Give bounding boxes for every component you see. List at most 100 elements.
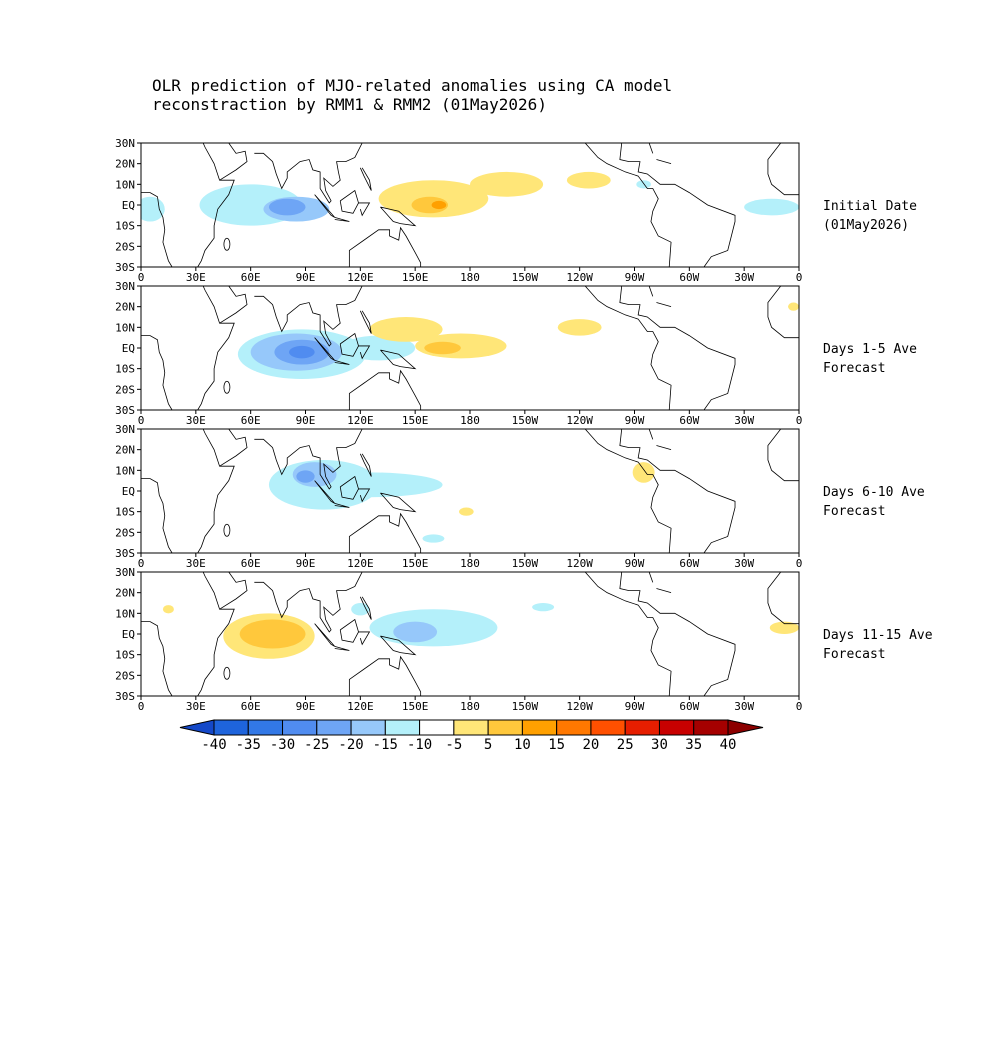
- lon-label: 120E: [347, 271, 374, 284]
- colorbar-label: 30: [651, 737, 668, 753]
- lon-label: 150W: [512, 700, 539, 713]
- coastline: [334, 646, 350, 651]
- lon-label: 30E: [186, 271, 206, 284]
- coastline: [141, 621, 173, 696]
- lon-label: 30W: [734, 271, 754, 284]
- coastline: [223, 523, 231, 537]
- map-panel: [141, 286, 799, 410]
- coastline: [219, 286, 248, 324]
- lat-label: 10S: [115, 649, 135, 662]
- coastline: [656, 302, 672, 308]
- lat-label: 30S: [115, 547, 135, 560]
- anomaly-area: [162, 605, 174, 614]
- coastline: [584, 286, 672, 410]
- coastline: [219, 429, 248, 467]
- lat-label: 20N: [115, 444, 135, 457]
- colorbar-label: 40: [720, 737, 737, 753]
- colorbar-label: -20: [338, 737, 363, 753]
- coastline: [141, 192, 173, 267]
- coastline: [223, 237, 231, 251]
- colorbar-box: [384, 719, 421, 736]
- coastline: [254, 572, 363, 633]
- colorbar-label: -25: [304, 737, 329, 753]
- coastline: [254, 429, 363, 490]
- lon-label: 150W: [512, 557, 539, 570]
- anomaly-area: [296, 470, 315, 483]
- coastline: [348, 512, 422, 553]
- lon-label: 90E: [296, 271, 316, 284]
- coastline: [314, 337, 336, 361]
- colorbar-box: [282, 719, 318, 736]
- coastline: [223, 666, 231, 680]
- anomaly-area: [788, 302, 799, 311]
- coastline: [619, 143, 736, 267]
- lon-label: 120W: [566, 557, 593, 570]
- lat-label: EQ: [122, 628, 135, 641]
- colorbar-label: 5: [484, 737, 492, 753]
- coastline: [348, 369, 422, 410]
- lon-label: 90W: [625, 557, 645, 570]
- panel-label: Initial Date: [823, 199, 917, 214]
- lon-label: 120W: [566, 271, 593, 284]
- lon-label: 30E: [186, 700, 206, 713]
- anomaly-area: [342, 335, 416, 361]
- coastline: [334, 360, 350, 365]
- anomaly-area: [636, 180, 651, 189]
- colorbar-box: [350, 719, 386, 736]
- map-panel: [141, 143, 799, 267]
- coastline: [359, 453, 372, 477]
- coastline: [219, 572, 248, 610]
- coastline: [339, 332, 359, 357]
- panel-label: Forecast: [823, 361, 886, 376]
- colorbar-box: [487, 719, 523, 736]
- title-line: reconstraction by RMM1 & RMM2 (01May2026…: [152, 95, 547, 114]
- colorbar-label: -15: [373, 737, 398, 753]
- lat-label: 30S: [115, 261, 135, 274]
- colorbar-box: [521, 719, 558, 736]
- lon-label: 180: [460, 557, 480, 570]
- coastline: [358, 631, 371, 646]
- coastline: [380, 349, 417, 370]
- coastline: [348, 226, 422, 267]
- lon-label: 0: [138, 414, 145, 427]
- lon-label: 90W: [625, 271, 645, 284]
- lat-label: 10N: [115, 464, 135, 477]
- coastline: [584, 429, 672, 553]
- lat-label: 20S: [115, 240, 135, 253]
- coastline: [619, 572, 736, 696]
- lat-label: 30S: [115, 404, 135, 417]
- coastline: [584, 572, 672, 696]
- coastline: [767, 429, 799, 482]
- lon-label: 90E: [296, 557, 316, 570]
- coastline: [334, 503, 350, 508]
- panel-label: (01May2026): [823, 218, 909, 233]
- lon-label: 150E: [402, 557, 429, 570]
- colorbar-box: [693, 719, 729, 736]
- lat-label: 30N: [115, 423, 135, 436]
- lon-label: 60E: [241, 700, 261, 713]
- anomaly-area: [769, 621, 799, 634]
- lon-label: 120W: [566, 414, 593, 427]
- colorbar-box: [419, 719, 455, 736]
- panel-label: Days 6-10 Ave: [823, 485, 925, 500]
- lon-label: 0: [138, 700, 145, 713]
- lon-label: 150W: [512, 271, 539, 284]
- lon-label: 30W: [734, 557, 754, 570]
- coastline: [358, 345, 371, 360]
- lat-label: EQ: [122, 342, 135, 355]
- anomaly-area: [141, 196, 165, 222]
- lon-label: 60W: [679, 700, 699, 713]
- lon-label: 30W: [734, 700, 754, 713]
- coastline: [254, 143, 363, 204]
- lat-label: 20N: [115, 301, 135, 314]
- coastline: [767, 143, 799, 196]
- coastline: [314, 480, 336, 504]
- coastline: [197, 572, 235, 696]
- lon-label: 60E: [241, 557, 261, 570]
- lon-label: 90W: [625, 414, 645, 427]
- map-panel: [141, 572, 799, 696]
- lon-label: 0: [796, 700, 803, 713]
- coastline: [141, 478, 173, 553]
- lon-label: 0: [796, 557, 803, 570]
